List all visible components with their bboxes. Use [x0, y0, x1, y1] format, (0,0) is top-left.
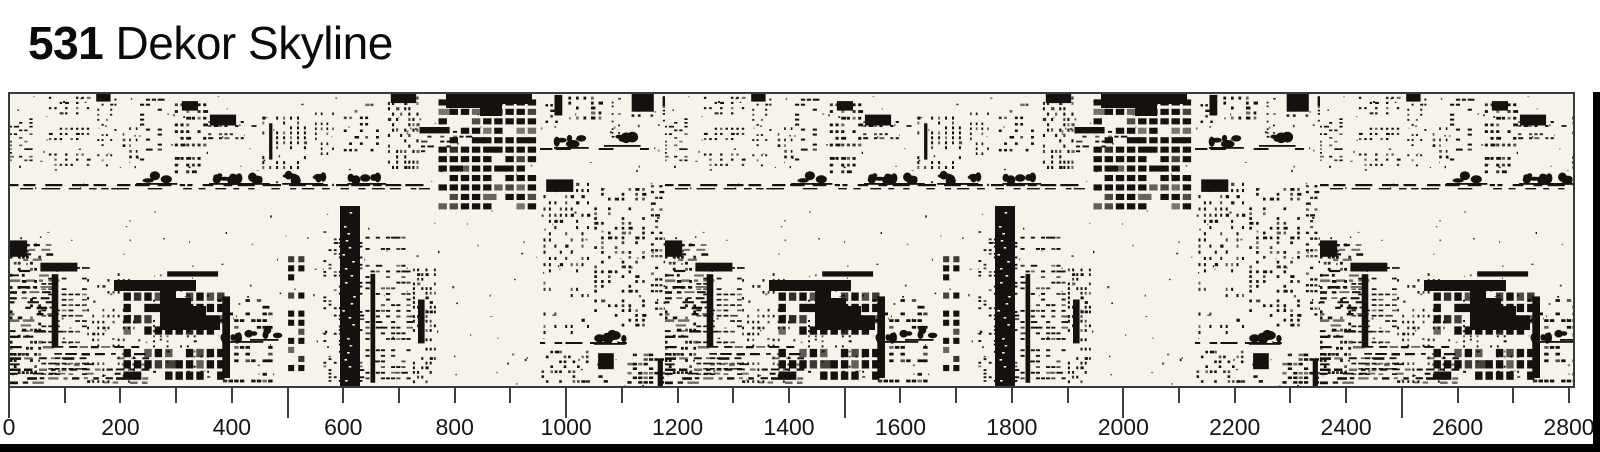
ruler-tick — [1568, 388, 1570, 403]
ruler-tick — [788, 388, 790, 403]
ruler-label: 1400 — [763, 414, 815, 440]
ruler-tick — [175, 388, 178, 403]
ruler-label: 0 — [2, 414, 16, 440]
ruler-tick — [1400, 388, 1403, 418]
ruler-tick — [620, 388, 623, 403]
ruler-label: 2800 — [1543, 414, 1595, 440]
ruler-tick — [453, 388, 456, 403]
ruler-label: 400 — [212, 414, 252, 440]
ruler-tick — [286, 388, 289, 418]
ruler-tick — [1178, 388, 1180, 403]
ruler-tick — [1066, 388, 1069, 403]
right-edge-bar — [1593, 92, 1600, 452]
page-title: 531 Dekor Skyline — [28, 18, 393, 69]
ruler-tick — [1010, 388, 1013, 403]
ruler-tick — [119, 388, 122, 403]
ruler-tick — [1345, 388, 1348, 403]
ruler-tick — [509, 388, 512, 403]
ruler-tick — [955, 388, 958, 403]
ruler-tick — [1122, 388, 1125, 418]
ruler-label: 800 — [435, 414, 474, 440]
skyline-pattern-image — [10, 94, 1573, 386]
ruler-label: 1200 — [651, 414, 704, 440]
ruler-tick — [1456, 388, 1459, 403]
ruler-label: 2400 — [1320, 414, 1372, 440]
pattern-panel — [8, 92, 1575, 388]
ruler-tick — [676, 388, 679, 403]
ruler-tick — [1233, 388, 1236, 403]
bottom-edge-bar — [0, 444, 1600, 452]
ruler-tick — [565, 388, 568, 418]
ruler-tick — [342, 388, 345, 403]
decor-name: Dekor Skyline — [115, 17, 394, 69]
ruler-tick — [398, 388, 400, 403]
ruler-label: 200 — [101, 414, 140, 440]
ruler-label: 600 — [324, 414, 363, 440]
ruler-tick — [1512, 388, 1515, 403]
ruler-label: 1000 — [540, 414, 592, 440]
ruler-tick — [8, 388, 10, 418]
ruler-label: 1800 — [986, 414, 1038, 440]
ruler-label: 2600 — [1431, 414, 1484, 440]
ruler-label: 2000 — [1097, 414, 1149, 440]
ruler-tick — [899, 388, 902, 403]
ruler-tick — [1289, 388, 1292, 403]
ruler-tick — [843, 388, 846, 418]
ruler-tick — [732, 388, 735, 403]
decor-number: 531 — [28, 17, 104, 69]
ruler: 0 200 400 600 800 1000 1200 1400 1600 1800 2000 220… — [0, 388, 1600, 444]
ruler-tick — [230, 388, 233, 403]
ruler-label: 1600 — [874, 414, 927, 440]
ruler-tick — [63, 388, 66, 403]
ruler-label: 2200 — [1209, 414, 1261, 440]
